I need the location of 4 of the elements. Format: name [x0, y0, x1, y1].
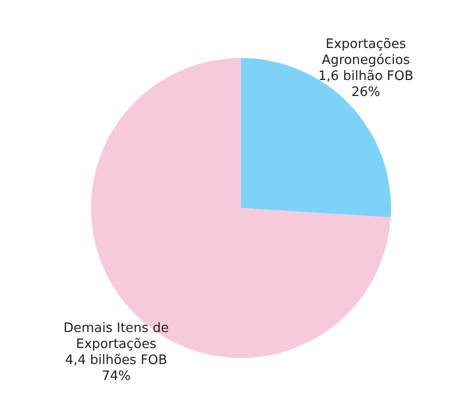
slice-label: Exportações Agronegócios — [322, 37, 410, 68]
data-label: 4,4 bilhões FOB 74% — [65, 352, 168, 384]
data-label: 1,6 bilhão FOB 26% — [318, 69, 414, 100]
slice-label: Demais Itens de Exportações — [63, 320, 169, 352]
